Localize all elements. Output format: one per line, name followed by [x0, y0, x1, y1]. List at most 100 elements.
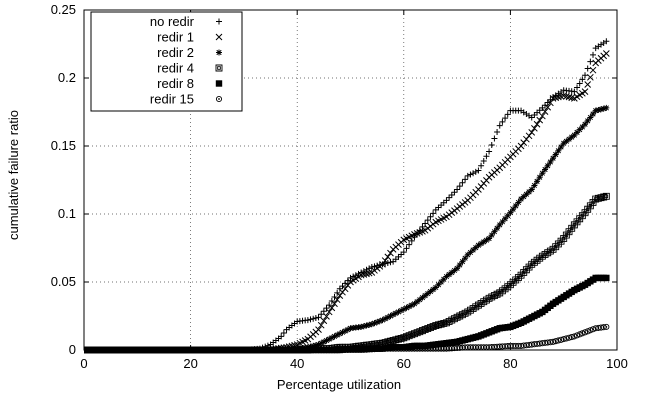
data-point [542, 166, 549, 173]
legend-label: redir 15 [150, 92, 194, 107]
data-point [406, 241, 413, 248]
data-point [576, 80, 583, 87]
data-point [379, 260, 386, 268]
data-point [368, 264, 375, 271]
legend-marker [215, 64, 223, 72]
data-point [488, 232, 495, 239]
data-point [502, 215, 509, 222]
data-point [411, 300, 418, 307]
data-point [416, 328, 424, 336]
data-point [443, 273, 450, 280]
data-point [344, 326, 351, 333]
y-tick-label: 0.25 [51, 2, 76, 17]
data-point [558, 144, 565, 151]
legend-marker [215, 95, 223, 103]
data-point [398, 307, 405, 314]
data-point [459, 258, 466, 265]
data-point [363, 322, 370, 329]
data-point [427, 213, 434, 220]
data-point [331, 333, 338, 340]
data-point [334, 332, 341, 339]
data-point [328, 304, 336, 312]
data-point [384, 314, 391, 321]
data-point [374, 319, 381, 326]
data-point [560, 140, 567, 147]
data-point [470, 170, 477, 177]
data-point [597, 194, 605, 202]
x-tick-label: 0 [80, 356, 87, 371]
legend-marker [215, 33, 223, 41]
x-tick-label: 20 [183, 356, 197, 371]
data-point [413, 329, 421, 337]
data-point [333, 296, 341, 304]
legend-marker [216, 18, 222, 25]
data-point [488, 141, 495, 148]
data-point [317, 321, 325, 329]
data-point [483, 153, 490, 160]
data-point [387, 259, 394, 266]
data-point [478, 240, 485, 247]
data-point [573, 332, 581, 339]
y-tick-label: 0.1 [58, 206, 76, 221]
data-point [525, 132, 533, 140]
data-point [320, 317, 328, 325]
data-point [594, 194, 602, 202]
data-point [504, 111, 511, 118]
data-point [566, 136, 573, 143]
data-point [448, 269, 455, 276]
data-point [278, 333, 285, 340]
data-point [411, 330, 418, 338]
data-point [339, 288, 346, 296]
data-point [456, 262, 463, 268]
data-point [587, 114, 594, 121]
data-point [403, 304, 410, 311]
data-point [360, 323, 367, 330]
data-point [323, 312, 330, 320]
data-point [467, 171, 474, 178]
data-point [517, 142, 525, 150]
data-point [451, 189, 458, 196]
data-point [459, 179, 466, 186]
data-point [408, 331, 416, 339]
data-point [536, 116, 544, 124]
data-point [486, 148, 493, 155]
data-point [518, 196, 525, 203]
data-point [584, 81, 592, 88]
data-point [405, 332, 413, 340]
data-point [539, 112, 546, 120]
data-point [550, 155, 557, 162]
data-point [494, 225, 501, 232]
data-point [568, 134, 575, 141]
data-point [419, 294, 426, 301]
data-point [470, 247, 477, 254]
data-point [528, 186, 535, 193]
data-point [603, 104, 610, 111]
data-point [440, 320, 448, 327]
data-point [342, 327, 349, 334]
data-point [392, 336, 400, 344]
data-point [454, 186, 461, 193]
data-point [515, 199, 522, 206]
data-point [320, 338, 327, 345]
data-point [387, 313, 394, 319]
data-point [510, 206, 517, 213]
data-point [435, 281, 442, 288]
data-point [438, 279, 445, 285]
data-point [424, 290, 431, 297]
data-point [384, 253, 392, 261]
data-point [491, 228, 498, 235]
data-point [499, 218, 506, 225]
data-point [547, 158, 554, 165]
data-point [603, 323, 610, 330]
data-point [475, 242, 482, 249]
data-point [381, 257, 389, 264]
data-point [462, 255, 469, 262]
data-point [427, 324, 434, 332]
data-point [590, 111, 597, 118]
series-redir-2 [84, 104, 610, 353]
data-point [310, 315, 317, 322]
data-point [472, 244, 479, 251]
data-point [602, 192, 610, 200]
data-point [408, 237, 415, 244]
